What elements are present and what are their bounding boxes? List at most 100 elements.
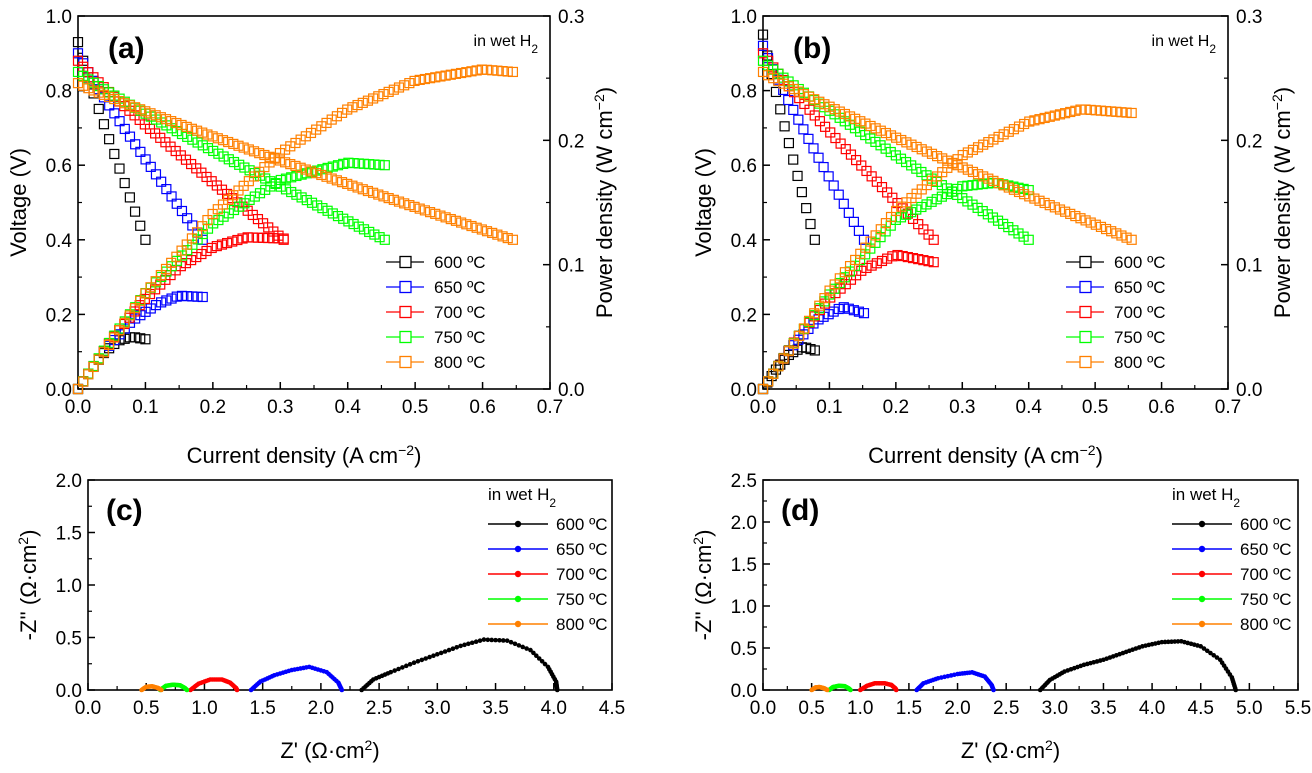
x-tick-label-9: 4.5 xyxy=(599,698,625,719)
iv-marker xyxy=(1126,234,1137,245)
power-marker xyxy=(336,107,348,119)
iv-marker xyxy=(291,189,302,200)
legend-label: 800 ºC xyxy=(556,615,608,634)
iv-marker xyxy=(1023,234,1034,245)
impedance-point xyxy=(534,653,539,658)
x-tick-label-6: 0.6 xyxy=(469,397,495,418)
x-axis-label-end: ) xyxy=(1053,738,1060,763)
power-marker xyxy=(357,97,368,108)
iv-marker xyxy=(388,194,399,205)
iv-marker xyxy=(1100,223,1112,235)
iv-marker xyxy=(124,192,135,203)
power-marker xyxy=(757,383,769,395)
iv-marker xyxy=(928,234,939,245)
power-marker xyxy=(244,194,255,206)
iv-marker xyxy=(830,132,841,144)
legend-label: 750 ºC xyxy=(1114,328,1166,347)
power-marker xyxy=(870,230,881,241)
legend-marker xyxy=(1198,620,1206,628)
power-marker xyxy=(213,214,224,226)
iv-marker xyxy=(140,154,151,165)
power-marker xyxy=(885,211,897,223)
legend-label: 650 ºC xyxy=(1240,540,1292,559)
legend-label: 600 ºC xyxy=(434,253,486,272)
x-tick-label-0: 0.0 xyxy=(750,698,776,719)
iv-marker xyxy=(1049,202,1060,213)
legend-label: 800 ºC xyxy=(1240,615,1292,634)
iv-marker xyxy=(814,116,826,127)
panel-label-d: (d) xyxy=(781,494,819,527)
iv-marker xyxy=(860,118,871,129)
impedance-point xyxy=(991,687,996,693)
iv-marker xyxy=(1121,232,1132,243)
impedance-point xyxy=(427,654,432,660)
power-marker xyxy=(861,262,872,274)
iv-marker xyxy=(409,201,420,212)
iv-marker xyxy=(793,114,804,125)
power-marker xyxy=(435,71,446,82)
iv-marker xyxy=(399,198,410,209)
iv-marker xyxy=(918,224,929,235)
iv-marker xyxy=(192,137,203,148)
x-tick-label-5: 2.5 xyxy=(993,698,1019,719)
iv-marker xyxy=(1090,219,1101,230)
iv-marker xyxy=(1018,231,1029,242)
y2-tick-label-0: 0.0 xyxy=(558,380,584,401)
iv-marker xyxy=(285,159,296,170)
power-marker xyxy=(814,300,825,311)
power-marker xyxy=(129,332,141,343)
power-marker xyxy=(171,251,182,262)
iv-marker xyxy=(972,202,983,213)
impedance-point xyxy=(234,687,240,693)
power-marker xyxy=(855,248,866,259)
y2-tick-label-0: 0.0 xyxy=(1236,380,1262,401)
iv-marker xyxy=(779,121,790,132)
iv-marker xyxy=(993,178,1004,189)
power-marker xyxy=(237,233,248,244)
x-tick-label-4: 2.0 xyxy=(944,698,970,719)
series-d-0 xyxy=(1037,638,1239,693)
iv-marker xyxy=(186,123,198,134)
legend-label: 800 ºC xyxy=(434,353,486,372)
iv-marker xyxy=(331,175,342,186)
legend-label: 700 ºC xyxy=(1240,565,1292,584)
power-marker xyxy=(135,295,146,306)
iv-marker xyxy=(854,126,866,137)
power-marker xyxy=(342,104,353,115)
y-tick-label-3: 1.5 xyxy=(731,555,757,576)
iv-marker xyxy=(937,153,948,164)
power-marker xyxy=(103,339,115,350)
iv-marker xyxy=(788,154,799,165)
x-tick-label-3: 1.5 xyxy=(249,698,275,719)
iv-marker xyxy=(967,199,978,210)
iv-marker xyxy=(796,186,807,198)
power-marker xyxy=(793,330,804,342)
impedance-point xyxy=(1201,646,1207,651)
power-marker xyxy=(456,67,467,79)
annotation-text: in wet H xyxy=(1152,33,1210,50)
iv-marker xyxy=(369,229,380,240)
iv-marker xyxy=(793,86,804,97)
power-marker xyxy=(155,269,166,281)
y-tick-label-5: 2.5 xyxy=(731,471,757,492)
iv-marker xyxy=(931,151,943,162)
power-marker xyxy=(187,239,198,250)
power-marker xyxy=(998,129,1009,140)
iv-marker xyxy=(264,151,275,162)
iv-marker xyxy=(476,224,487,235)
power-marker xyxy=(972,142,984,153)
iv-marker xyxy=(1065,208,1076,219)
series-c-4 xyxy=(139,684,164,693)
power-marker xyxy=(902,251,913,263)
y-tick-label-1: 0.2 xyxy=(731,305,757,326)
panel-label-c: (c) xyxy=(106,494,143,527)
y2-tick-label-3: 0.3 xyxy=(558,7,584,28)
y-axis-label-d: -Z'' (Ω·cm2) xyxy=(690,530,716,641)
iv-marker xyxy=(887,192,898,203)
power-marker xyxy=(882,253,893,264)
power-marker xyxy=(844,260,856,272)
x-tick-label-8: 4.0 xyxy=(541,698,567,719)
power-marker xyxy=(257,232,269,243)
impedance-point xyxy=(501,638,506,643)
